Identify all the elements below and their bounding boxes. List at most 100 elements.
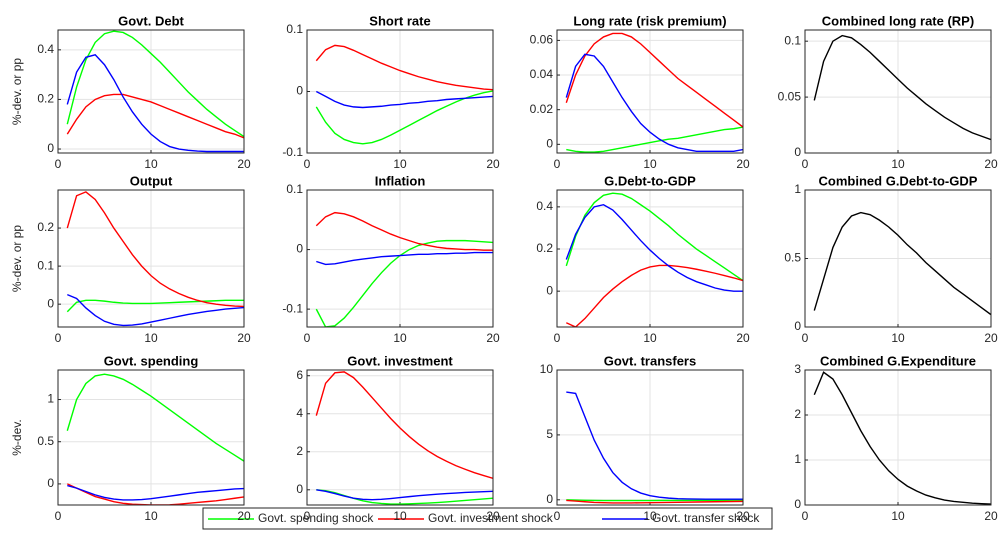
y-tick-label: 0.02 [530,102,554,116]
axes-frame [556,369,744,506]
x-tick-label: 10 [393,157,407,171]
x-tick-label: 0 [554,331,561,345]
y-tick-label: 0 [546,492,553,506]
line-series [813,34,991,141]
line-series [66,30,244,138]
line-series [316,489,493,501]
x-tick-label: 0 [55,331,62,345]
x-tick-label: 20 [237,331,251,345]
subplot-title: Inflation [375,173,426,188]
y-tick-label: 0 [296,84,303,98]
x-tick-label: 20 [486,509,500,523]
axes-frame [556,29,744,154]
subplot-title: Long rate (risk premium) [573,13,726,28]
line-series [315,90,493,109]
axes-frame [306,189,494,328]
x-tick-label: 10 [393,331,407,345]
x-tick-label: 10 [643,157,657,171]
line-series [813,371,991,505]
y-tick-label: 0.2 [37,220,54,234]
x-tick-label: 10 [891,331,905,345]
subplot: 0 10 20 0 0.2 0.4 Govt. Debt %-dev. or pp [10,13,251,171]
line-series [67,483,244,505]
y-tick-label: 0 [794,145,801,159]
y-tick-label: 1 [794,182,801,196]
line-series [565,192,743,282]
subplot-title: Short rate [369,13,430,28]
line-series [66,191,244,308]
y-tick-label: 3 [794,362,801,376]
x-tick-label: 20 [984,157,998,171]
y-tick-label: 0 [296,242,303,256]
y-tick-label: 0.1 [784,33,801,47]
y-tick-label: 0 [546,137,553,151]
axes-frame [57,29,245,154]
y-tick-label: 0.4 [536,199,553,213]
subplot-title: Govt. spending [104,353,199,368]
y-tick-label: 0.2 [37,92,54,106]
x-tick-label: 20 [984,509,998,523]
x-tick-label: 0 [55,157,62,171]
y-tick-label: 1 [794,452,801,466]
subplot: 0 10 20 0 0.1 0.2 Output %-dev. or pp [10,173,251,345]
x-tick-label: 0 [304,331,311,345]
x-tick-label: 0 [802,157,809,171]
line-series [565,32,743,128]
axes-frame [556,189,744,328]
subplot: 0 10 20 0 0.5 1 Govt. spending %-dev. [10,353,251,523]
x-tick-label: 0 [304,509,311,523]
line-series [66,299,244,313]
x-tick-label: 10 [144,509,158,523]
x-tick-label: 20 [486,157,500,171]
line-series [565,204,743,292]
x-tick-label: 0 [55,509,62,523]
line-series [67,294,244,327]
y-tick-label: 0 [47,296,54,310]
legend-label: Govt. spending shock [258,511,374,525]
x-tick-label: 10 [643,509,657,523]
x-tick-label: 10 [393,509,407,523]
y-tick-label: 0 [794,497,801,511]
x-tick-label: 20 [984,331,998,345]
y-tick-label: 2 [794,407,801,421]
x-tick-label: 20 [486,331,500,345]
y-tick-label: 4 [296,406,303,420]
subplot: 0 10 20 0 5 10 Govt. transfers [540,353,750,523]
y-tick-label: 0 [47,476,54,490]
line-series [813,211,991,316]
axes-frame [306,369,494,506]
x-tick-label: 10 [891,509,905,523]
subplot: 0 10 20 0 0.5 1 Combined G.Debt-to-GDP [784,173,998,345]
y-axis-label: %-dev. or pp [10,58,24,125]
line-series [316,251,493,266]
x-tick-label: 0 [554,509,561,523]
subplot: 0 10 20 0 2 4 6 Govt. investment [296,353,500,523]
line-series [66,54,244,153]
y-tick-label: 0 [47,141,54,155]
y-tick-label: 0.06 [530,33,554,47]
line-series [66,93,244,139]
subplot: 0 10 20 -0.1 0 0.1 Inflation [282,173,500,345]
y-axis-label: %-dev. [10,419,24,455]
x-tick-label: 10 [643,331,657,345]
axes-frame [804,189,992,328]
x-tick-label: 10 [891,157,905,171]
subplot: 0 10 20 0 0.2 0.4 G.Debt-to-GDP [536,173,750,345]
x-tick-label: 20 [736,157,750,171]
axes-frame [804,369,992,506]
subplot-title: Govt. investment [347,353,453,368]
y-tick-label: 0.05 [778,89,802,103]
subplot-title: Govt. Debt [118,13,184,28]
line-series [565,53,743,152]
y-axis-label: %-dev. or pp [10,225,24,292]
y-tick-label: 0.5 [784,251,801,265]
line-series [566,391,743,500]
x-tick-label: 10 [144,331,158,345]
x-tick-label: 20 [237,509,251,523]
subplot: 0 10 20 0 1 2 3 Combined G.Expenditure [794,353,998,523]
x-tick-label: 0 [802,509,809,523]
axes-frame [804,29,992,154]
y-tick-label: -0.1 [282,301,303,315]
axes-frame [57,189,245,328]
